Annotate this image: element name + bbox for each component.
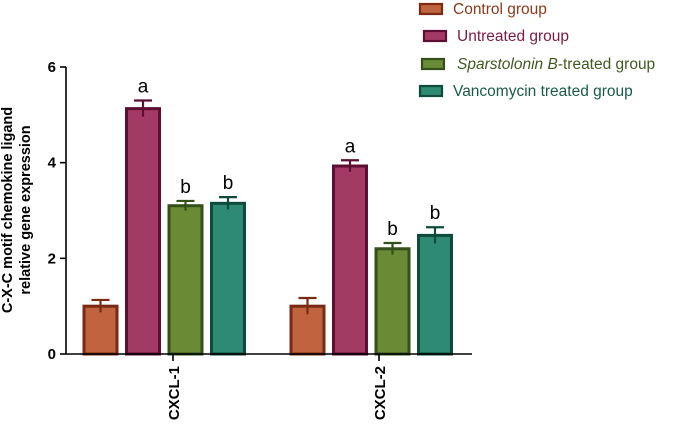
y-tick-label: 6 bbox=[48, 59, 56, 76]
bars: a b b a b b bbox=[82, 76, 453, 356]
significance-label: b bbox=[180, 177, 191, 198]
legend-swatch bbox=[418, 2, 444, 16]
legend-entry: Vancomycin treated group bbox=[453, 83, 633, 100]
legend-entry: Control group bbox=[453, 1, 547, 18]
bar bbox=[210, 201, 246, 356]
legend-swatch bbox=[422, 29, 448, 43]
significance-label: b bbox=[387, 219, 398, 240]
y-axis-ticks: 0 2 4 6 bbox=[48, 59, 66, 363]
bar bbox=[167, 204, 204, 356]
significance-label: a bbox=[138, 76, 149, 97]
y-tick-label: 4 bbox=[48, 155, 57, 172]
y-axis-label-line-1: C-X-C motif chemokine ligand bbox=[0, 107, 16, 313]
y-axis-label-line-2: relative gene expression bbox=[18, 125, 34, 294]
x-category-label: CXCL-2 bbox=[372, 366, 389, 420]
x-category-label: CXCL-1 bbox=[166, 366, 183, 420]
legend-swatch bbox=[418, 84, 444, 98]
bar bbox=[82, 304, 119, 356]
significance-label: a bbox=[345, 136, 356, 157]
legend-swatch bbox=[420, 57, 446, 71]
legend-entry: Untreated group bbox=[457, 28, 569, 45]
bar bbox=[332, 164, 368, 356]
significance-label: b bbox=[223, 173, 234, 194]
legend: Control group Untreated group Sparstolonin… bbox=[418, 1, 655, 100]
y-tick-label: 0 bbox=[48, 346, 56, 363]
significance-label: b bbox=[430, 203, 441, 224]
bar bbox=[125, 107, 161, 356]
bar bbox=[417, 233, 453, 356]
legend-entry: Sparstolonin B-treated group bbox=[457, 56, 655, 73]
x-axis-categories: CXCL-1 CXCL-2 bbox=[166, 354, 389, 420]
y-tick-label: 2 bbox=[48, 250, 56, 267]
bar bbox=[374, 247, 411, 356]
